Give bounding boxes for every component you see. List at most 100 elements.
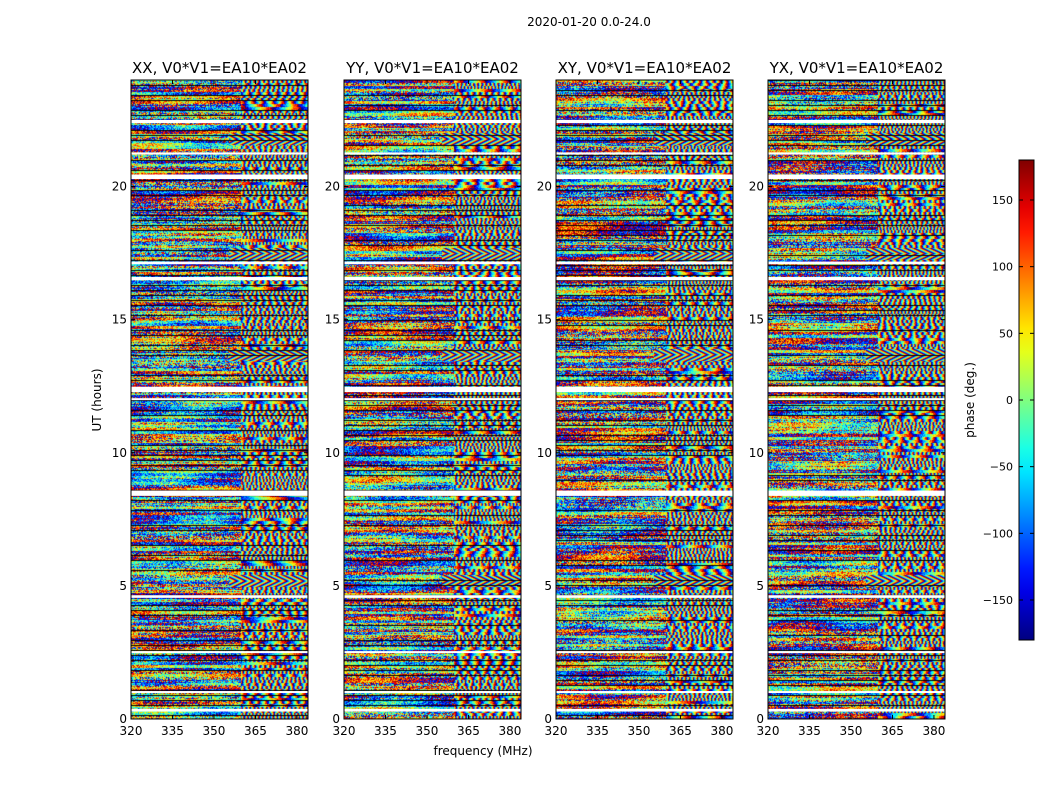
x-tick-label: 380 bbox=[710, 724, 733, 738]
colorbar-tick-label: −50 bbox=[990, 461, 1013, 474]
flagged-band bbox=[131, 595, 308, 598]
x-tick-label: 365 bbox=[881, 724, 904, 738]
x-tick-label: 350 bbox=[416, 724, 439, 738]
y-tick-label: 15 bbox=[112, 313, 127, 327]
flagged-band bbox=[344, 386, 521, 393]
flagged-band bbox=[556, 174, 733, 180]
flagged-band bbox=[131, 398, 308, 401]
x-tick-label: 380 bbox=[922, 724, 945, 738]
flagged-band bbox=[344, 277, 521, 281]
flagged-band bbox=[131, 386, 308, 393]
flagged-band bbox=[131, 691, 308, 694]
x-tick-label: 320 bbox=[333, 724, 356, 738]
colorbar: 150 100 50 0 −50 −100 −150 bbox=[983, 159, 1035, 641]
flagged-band bbox=[768, 386, 945, 393]
panel-frame bbox=[343, 79, 522, 720]
flagged-band bbox=[131, 708, 308, 712]
x-tick-label: 350 bbox=[840, 724, 863, 738]
x-tick-label: 335 bbox=[798, 724, 821, 738]
flagged-band bbox=[344, 595, 521, 598]
flagged-band bbox=[556, 651, 733, 654]
flagged-band bbox=[768, 398, 945, 401]
flagged-band bbox=[131, 152, 308, 155]
x-axis-label: frequency (MHz) bbox=[433, 744, 532, 758]
y-tick-label: 20 bbox=[325, 180, 340, 194]
flagged-band bbox=[344, 119, 521, 124]
flagged-band bbox=[131, 490, 308, 496]
panel-frame bbox=[555, 79, 734, 720]
flagged-band bbox=[131, 651, 308, 654]
y-tick-label: 10 bbox=[537, 446, 552, 460]
y-tick-label: 0 bbox=[332, 712, 340, 726]
panel-1: XX, V0*V1=EA10*EA02 320 335 350 365 380 0 5 10 15… bbox=[112, 59, 309, 738]
flagged-band bbox=[344, 691, 521, 694]
y-tick-label: 10 bbox=[112, 446, 127, 460]
flagged-band bbox=[768, 152, 945, 155]
panel-title: XY, V0*V1=EA10*EA02 bbox=[558, 59, 732, 77]
x-tick-label: 335 bbox=[161, 724, 184, 738]
x-tick-label: 380 bbox=[498, 724, 521, 738]
flagged-band bbox=[768, 490, 945, 496]
y-tick-label: 15 bbox=[749, 313, 764, 327]
y-tick-label: 5 bbox=[119, 579, 127, 593]
x-tick-label: 365 bbox=[244, 724, 267, 738]
panel-4: YX, V0*V1=EA10*EA02 320 335 350 365 380 0 5 10 15… bbox=[749, 59, 946, 738]
flagged-band bbox=[344, 708, 521, 712]
flagged-band bbox=[556, 386, 733, 393]
y-tick-label: 5 bbox=[544, 579, 552, 593]
x-tick-label: 335 bbox=[586, 724, 609, 738]
flagged-band bbox=[556, 490, 733, 496]
panel-frame bbox=[767, 79, 946, 720]
flagged-band bbox=[344, 261, 521, 265]
figure-title: 2020-01-20 0.0-24.0 bbox=[527, 15, 651, 29]
panel-frame bbox=[130, 79, 309, 720]
y-tick-label: 0 bbox=[544, 712, 552, 726]
y-tick-label: 5 bbox=[332, 579, 340, 593]
x-tick-label: 335 bbox=[374, 724, 397, 738]
flagged-band bbox=[556, 595, 733, 598]
flagged-band bbox=[556, 119, 733, 124]
flagged-band bbox=[556, 152, 733, 155]
x-tick-label: 365 bbox=[457, 724, 480, 738]
y-tick-label: 0 bbox=[756, 712, 764, 726]
flagged-band bbox=[768, 174, 945, 180]
x-tick-label: 380 bbox=[285, 724, 308, 738]
flagged-band bbox=[768, 691, 945, 694]
flagged-band bbox=[344, 490, 521, 496]
y-tick-label: 10 bbox=[749, 446, 764, 460]
flagged-band bbox=[131, 277, 308, 281]
panel-title: XX, V0*V1=EA10*EA02 bbox=[132, 59, 307, 77]
flagged-band bbox=[131, 119, 308, 124]
flagged-band bbox=[344, 174, 521, 180]
y-axis-label: UT (hours) bbox=[90, 368, 104, 431]
colorbar-tick-label: 100 bbox=[992, 261, 1013, 274]
x-tick-label: 320 bbox=[120, 724, 143, 738]
colorbar-tick-label: 0 bbox=[1006, 394, 1013, 407]
flagged-band bbox=[768, 595, 945, 598]
flagged-band bbox=[768, 119, 945, 124]
panel-title: YX, V0*V1=EA10*EA02 bbox=[769, 59, 944, 77]
flagged-band bbox=[344, 398, 521, 401]
flagged-band bbox=[556, 261, 733, 265]
flagged-band bbox=[556, 398, 733, 401]
y-tick-label: 20 bbox=[112, 180, 127, 194]
y-tick-label: 15 bbox=[325, 313, 340, 327]
flagged-band bbox=[768, 708, 945, 712]
flagged-band bbox=[768, 651, 945, 654]
colorbar-tick-label: −150 bbox=[983, 594, 1013, 607]
colorbar-tick-label: 50 bbox=[999, 327, 1013, 340]
colorbar-tick-label: 150 bbox=[992, 194, 1013, 207]
panel-3: XY, V0*V1=EA10*EA02 320 335 350 365 380 0 5 10 15… bbox=[537, 59, 734, 738]
colorbar-label: phase (deg.) bbox=[963, 362, 977, 438]
flagged-band bbox=[131, 261, 308, 265]
x-tick-label: 365 bbox=[669, 724, 692, 738]
flagged-band bbox=[556, 691, 733, 694]
y-tick-label: 5 bbox=[756, 579, 764, 593]
flagged-band bbox=[556, 277, 733, 281]
y-tick-label: 0 bbox=[119, 712, 127, 726]
y-tick-label: 10 bbox=[325, 446, 340, 460]
panels-group: XX, V0*V1=EA10*EA02 320 335 350 365 380 0 5 10 15… bbox=[112, 59, 946, 738]
x-tick-label: 320 bbox=[757, 724, 780, 738]
flagged-band bbox=[556, 708, 733, 712]
